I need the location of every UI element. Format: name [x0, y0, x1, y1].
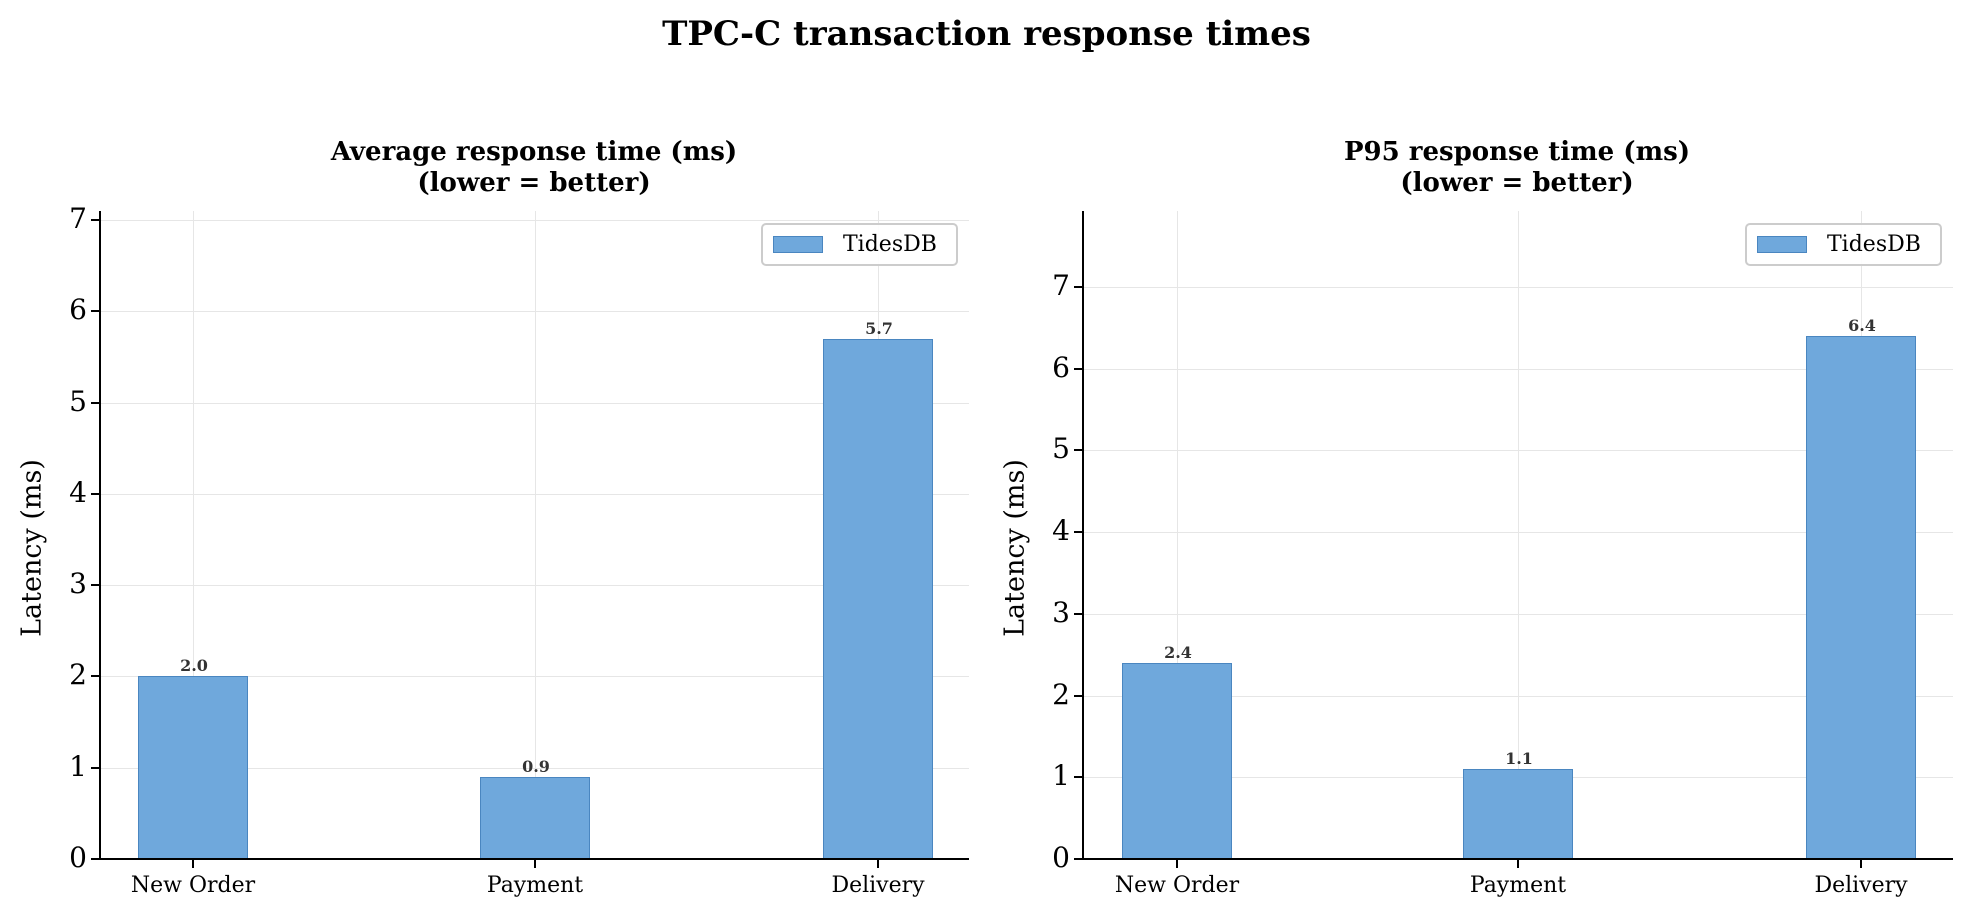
x-tick-label: Payment: [486, 873, 584, 898]
subplot-title-line: (lower = better): [1400, 168, 1634, 198]
x-tick-label: Delivery: [1814, 873, 1908, 898]
y-tick-mark: [1074, 367, 1082, 370]
subplot-title-line: (lower = better): [417, 168, 651, 198]
grid-line-vertical: [193, 211, 194, 859]
plot-area: 0 1 2 3 4 5 6 7 2.0 New Order 0.9 Payment 5.7 Deliver…: [69, 205, 969, 898]
bar-new-order[interactable]: [1122, 662, 1232, 859]
y-tick-label: 7: [69, 202, 87, 236]
y-tick-label: 5: [1052, 432, 1070, 466]
bar-new-order[interactable]: [138, 676, 248, 859]
y-tick-mark: [1074, 694, 1082, 697]
x-tick-mark: [192, 860, 194, 868]
grid-line-horizontal: [99, 493, 969, 495]
bar-value-label: 2.4: [1164, 642, 1192, 662]
y-tick-mark: [91, 401, 99, 404]
legend: TidesDB: [1745, 223, 1942, 266]
grid-line-horizontal: [1082, 613, 1953, 615]
y-tick-label: 1: [69, 749, 87, 783]
bar-delivery[interactable]: [823, 338, 933, 859]
grid-line-vertical: [1177, 211, 1178, 859]
y-axis-label: Latency (ms): [16, 459, 48, 637]
figure-title: TPC-C transaction response times: [662, 14, 1311, 54]
x-tick-label: Delivery: [831, 873, 925, 898]
grid-line-horizontal: [99, 402, 969, 404]
y-tick-label: 2: [1052, 677, 1070, 711]
y-tick-label: 0: [1052, 841, 1070, 874]
grid-line-horizontal: [1082, 450, 1953, 452]
legend-swatch-icon: [773, 236, 823, 253]
y-tick-mark: [1074, 776, 1082, 779]
bar-value-label: 2.0: [180, 656, 208, 676]
grid-line-horizontal: [1082, 695, 1953, 697]
y-tick-mark: [1074, 612, 1082, 615]
legend-swatch-icon: [1757, 236, 1807, 253]
x-tick-mark: [1176, 860, 1178, 868]
y-tick-mark: [91, 310, 99, 313]
x-tick-mark: [1860, 860, 1862, 868]
y-tick-label: 2: [69, 658, 87, 692]
y-tick-mark: [91, 584, 99, 587]
y-tick-label: 4: [69, 475, 87, 509]
grid-line-horizontal: [1082, 368, 1953, 370]
grid-line-horizontal: [99, 676, 969, 678]
y-tick-label: 3: [1052, 595, 1070, 629]
grid-line-horizontal: [1082, 532, 1953, 534]
y-tick-mark: [91, 858, 99, 860]
x-tick-mark: [1517, 860, 1519, 868]
y-axis-spine: [1082, 211, 1084, 859]
bar-value-label: 5.7: [865, 318, 893, 338]
y-axis-label: Latency (ms): [999, 459, 1031, 637]
y-tick-mark: [1074, 449, 1082, 452]
grid-line-horizontal: [99, 311, 969, 313]
y-tick-mark: [91, 492, 99, 495]
y-tick-label: 5: [69, 384, 87, 418]
subplot-title: Average response time (ms) (lower = bette…: [134, 137, 934, 199]
y-tick-mark: [91, 675, 99, 678]
x-tick-label: New Order: [130, 873, 256, 898]
legend: TidesDB: [761, 223, 958, 266]
bar-value-label: 6.4: [1848, 316, 1876, 336]
x-tick-label: New Order: [1114, 873, 1240, 898]
y-tick-label: 1: [1052, 759, 1070, 793]
plot-area: 0 1 2 3 4 5 6 7 2.4 New Order 1.1 Payment 6.4 Deliver…: [1052, 211, 1953, 898]
subplot-title: P95 response time (ms) (lower = better): [1117, 137, 1917, 199]
x-tick-label: Payment: [1469, 873, 1567, 898]
y-axis-spine: [99, 211, 101, 859]
y-tick-mark: [1074, 858, 1082, 860]
x-tick-mark: [877, 860, 879, 868]
grid-line-horizontal: [99, 220, 969, 222]
y-tick-label: 3: [69, 567, 87, 601]
bar-payment[interactable]: [480, 776, 590, 859]
y-tick-label: 6: [69, 293, 87, 327]
bar-delivery[interactable]: [1806, 336, 1916, 859]
y-tick-mark: [91, 219, 99, 222]
y-tick-mark: [91, 766, 99, 769]
grid-line-horizontal: [99, 585, 969, 587]
legend-label: TidesDB: [843, 232, 937, 257]
y-tick-label: 6: [1052, 350, 1070, 384]
grid-line-vertical: [535, 211, 536, 859]
grid-line-horizontal: [99, 767, 969, 769]
y-tick-label: 7: [1052, 268, 1070, 302]
x-tick-mark: [534, 860, 536, 868]
bar-value-label: 1.1: [1505, 749, 1533, 769]
bar-payment[interactable]: [1463, 769, 1573, 859]
x-axis-spine: [1082, 858, 1953, 860]
y-tick-label: 4: [1052, 514, 1070, 548]
subplot-title-line: P95 response time (ms): [1343, 137, 1691, 167]
y-tick-mark: [1074, 285, 1082, 288]
bar-value-label: 0.9: [522, 756, 550, 776]
y-tick-label: 0: [69, 841, 87, 874]
legend-label: TidesDB: [1827, 232, 1921, 257]
subplot-title-line: Average response time (ms): [330, 137, 738, 167]
y-tick-mark: [1074, 531, 1082, 534]
grid-line-vertical: [1518, 211, 1519, 859]
x-axis-spine: [99, 858, 969, 860]
grid-line-horizontal: [1082, 286, 1953, 288]
